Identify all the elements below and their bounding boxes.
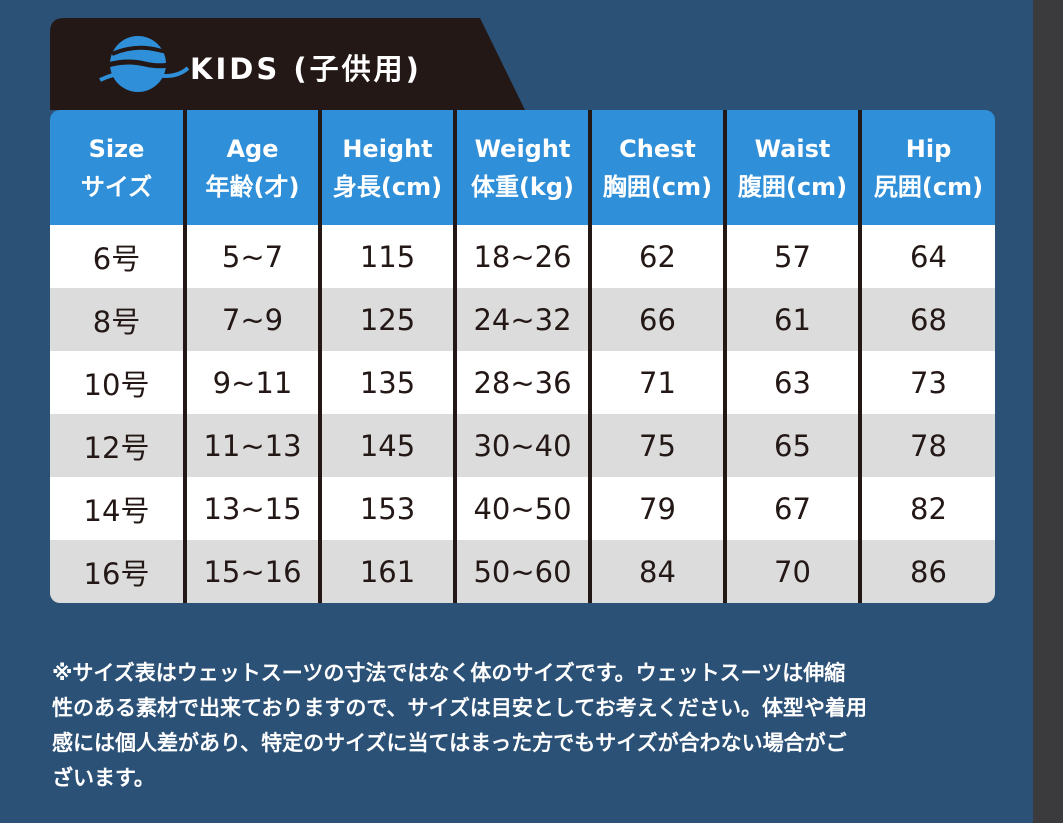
cell: 16号 [50, 540, 185, 603]
cell: 82 [858, 477, 995, 540]
column-header: Size サイズ [50, 110, 185, 225]
cell: 28~36 [453, 351, 590, 414]
table-row: 16号 15~16 161 50~60 84 70 86 [50, 540, 995, 603]
cell: 15~16 [183, 540, 320, 603]
header-ja: サイズ [80, 172, 153, 201]
note-line: 感には個人差があり、特定のサイズに当てはまった方でもサイズが合わない場合がご [52, 731, 847, 755]
header-ja: 年齢(才) [205, 172, 300, 201]
cell: 86 [858, 540, 995, 603]
cell: 11~13 [183, 414, 320, 477]
column-header: Hip 尻囲(cm) [858, 110, 995, 225]
cell: 135 [318, 351, 455, 414]
column-header: Weight 体重(kg) [453, 110, 590, 225]
header-ja: 身長(cm) [332, 172, 443, 201]
cell: 40~50 [453, 477, 590, 540]
cell: 8号 [50, 288, 185, 351]
cell: 50~60 [453, 540, 590, 603]
cell: 6号 [50, 225, 185, 288]
header-en: Weight [474, 134, 571, 163]
cell: 64 [858, 225, 995, 288]
cell: 18~26 [453, 225, 590, 288]
note-line: 性のある素材で出来ておりますので、サイズは目安としてお考えください。体型や着用 [52, 696, 868, 720]
column-header: Chest 胸囲(cm) [588, 110, 725, 225]
header-en: Waist [754, 134, 831, 163]
note-line: ※サイズ表はウェットスーツの寸法ではなく体のサイズです。ウェットスーツは伸縮 [52, 661, 846, 685]
table-row: 12号 11~13 145 30~40 75 65 78 [50, 414, 995, 477]
cell: 30~40 [453, 414, 590, 477]
cell: 57 [723, 225, 860, 288]
column-header: Waist 腹囲(cm) [723, 110, 860, 225]
cell: 7~9 [183, 288, 320, 351]
cell: 70 [723, 540, 860, 603]
cell: 145 [318, 414, 455, 477]
header-en: Height [342, 134, 433, 163]
table-row: 10号 9~11 135 28~36 71 63 73 [50, 351, 995, 414]
cell: 84 [588, 540, 725, 603]
cell: 12号 [50, 414, 185, 477]
cell: 62 [588, 225, 725, 288]
cell: 75 [588, 414, 725, 477]
cell: 125 [318, 288, 455, 351]
header-ja: 尻囲(cm) [873, 172, 984, 201]
header-en: Hip [905, 134, 952, 163]
cell: 10号 [50, 351, 185, 414]
note: ※サイズ表はウェットスーツの寸法ではなく体のサイズです。ウェットスーツは伸縮 性の… [52, 656, 867, 796]
cell: 67 [723, 477, 860, 540]
cell: 68 [858, 288, 995, 351]
cell: 161 [318, 540, 455, 603]
cell: 9~11 [183, 351, 320, 414]
logo [93, 36, 192, 92]
cell: 13~15 [183, 477, 320, 540]
cell: 61 [723, 288, 860, 351]
column-header: Age 年齢(才) [183, 110, 320, 225]
header-ja: 胸囲(cm) [602, 172, 713, 201]
note-line: ざいます。 [52, 766, 155, 790]
cell: 78 [858, 414, 995, 477]
table-row: 8号 7~9 125 24~32 66 61 68 [50, 288, 995, 351]
cell: 24~32 [453, 288, 590, 351]
cell: 79 [588, 477, 725, 540]
column-header: Height 身長(cm) [318, 110, 455, 225]
size-table: Size サイズ Age 年齢(才) Height 身長(cm) Weight 体重(kg) C… [50, 110, 995, 603]
cell: 73 [858, 351, 995, 414]
header-ja: 腹囲(cm) [737, 172, 848, 201]
cell: 5~7 [183, 225, 320, 288]
cell: 71 [588, 351, 725, 414]
cell: 153 [318, 477, 455, 540]
cell: 115 [318, 225, 455, 288]
cell: 65 [723, 414, 860, 477]
cell: 66 [588, 288, 725, 351]
header-en: Chest [619, 134, 696, 163]
cell: 63 [723, 351, 860, 414]
header-ja: 体重(kg) [470, 172, 575, 201]
header-en: Size [88, 134, 145, 163]
title-tab [50, 18, 525, 110]
header-en: Age [226, 134, 279, 163]
table-row: 14号 13~15 153 40~50 79 67 82 [50, 477, 995, 540]
cell: 14号 [50, 477, 185, 540]
title: KIDS (子供用) [190, 52, 422, 86]
table-row: 6号 5~7 115 18~26 62 57 64 [50, 225, 995, 288]
